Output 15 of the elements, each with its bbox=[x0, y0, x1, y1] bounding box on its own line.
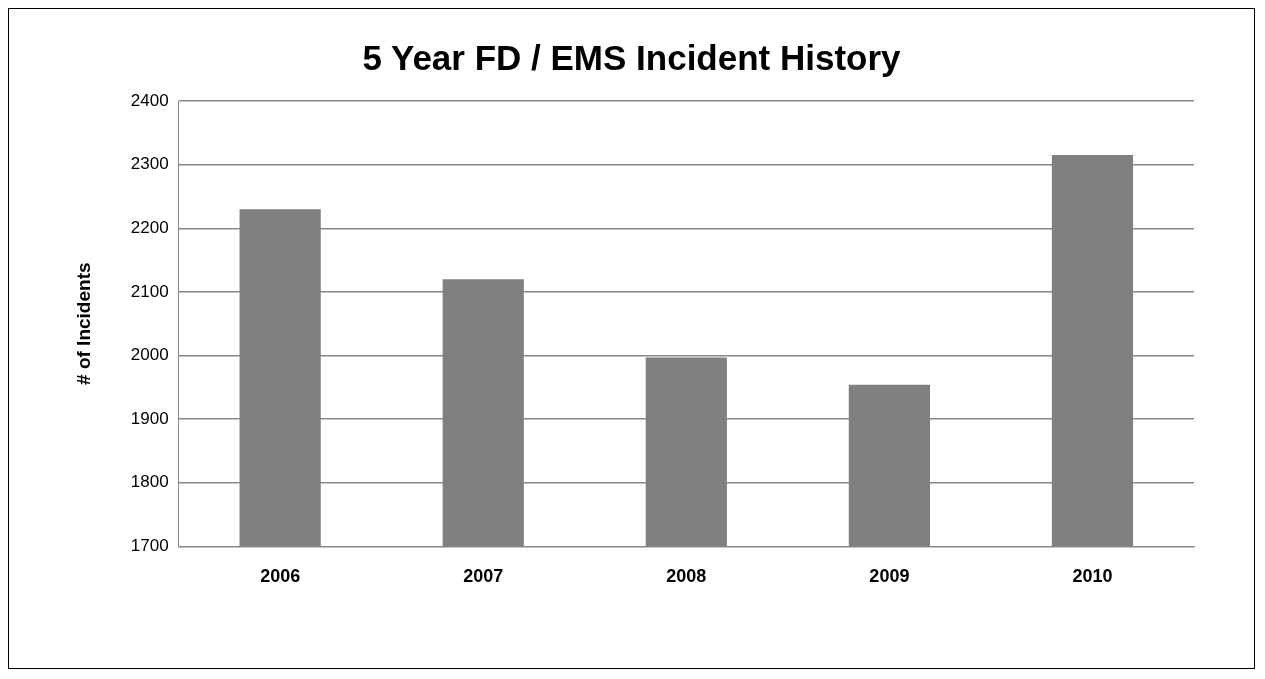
x-tick-label: 2010 bbox=[1072, 566, 1113, 587]
y-tick-label: 2200 bbox=[130, 217, 169, 237]
x-tick-label: 2006 bbox=[260, 566, 301, 587]
y-tick-label: 1900 bbox=[130, 408, 169, 428]
chart-title: 5 Year FD / EMS Incident History bbox=[362, 37, 902, 77]
x-tick-label: 2009 bbox=[869, 566, 910, 587]
y-axis-title: # of Incidents bbox=[72, 262, 94, 385]
y-tick-label: 1800 bbox=[130, 472, 169, 492]
x-tick-label: 2007 bbox=[463, 566, 504, 587]
y-tick-label: 2000 bbox=[130, 345, 169, 365]
y-tick-label: 1700 bbox=[130, 536, 169, 556]
y-tick-label: 2400 bbox=[130, 90, 169, 110]
y-tick-label: 2100 bbox=[130, 281, 169, 301]
y-tick-label: 2300 bbox=[130, 154, 169, 174]
x-tick-label: 2008 bbox=[666, 566, 707, 587]
